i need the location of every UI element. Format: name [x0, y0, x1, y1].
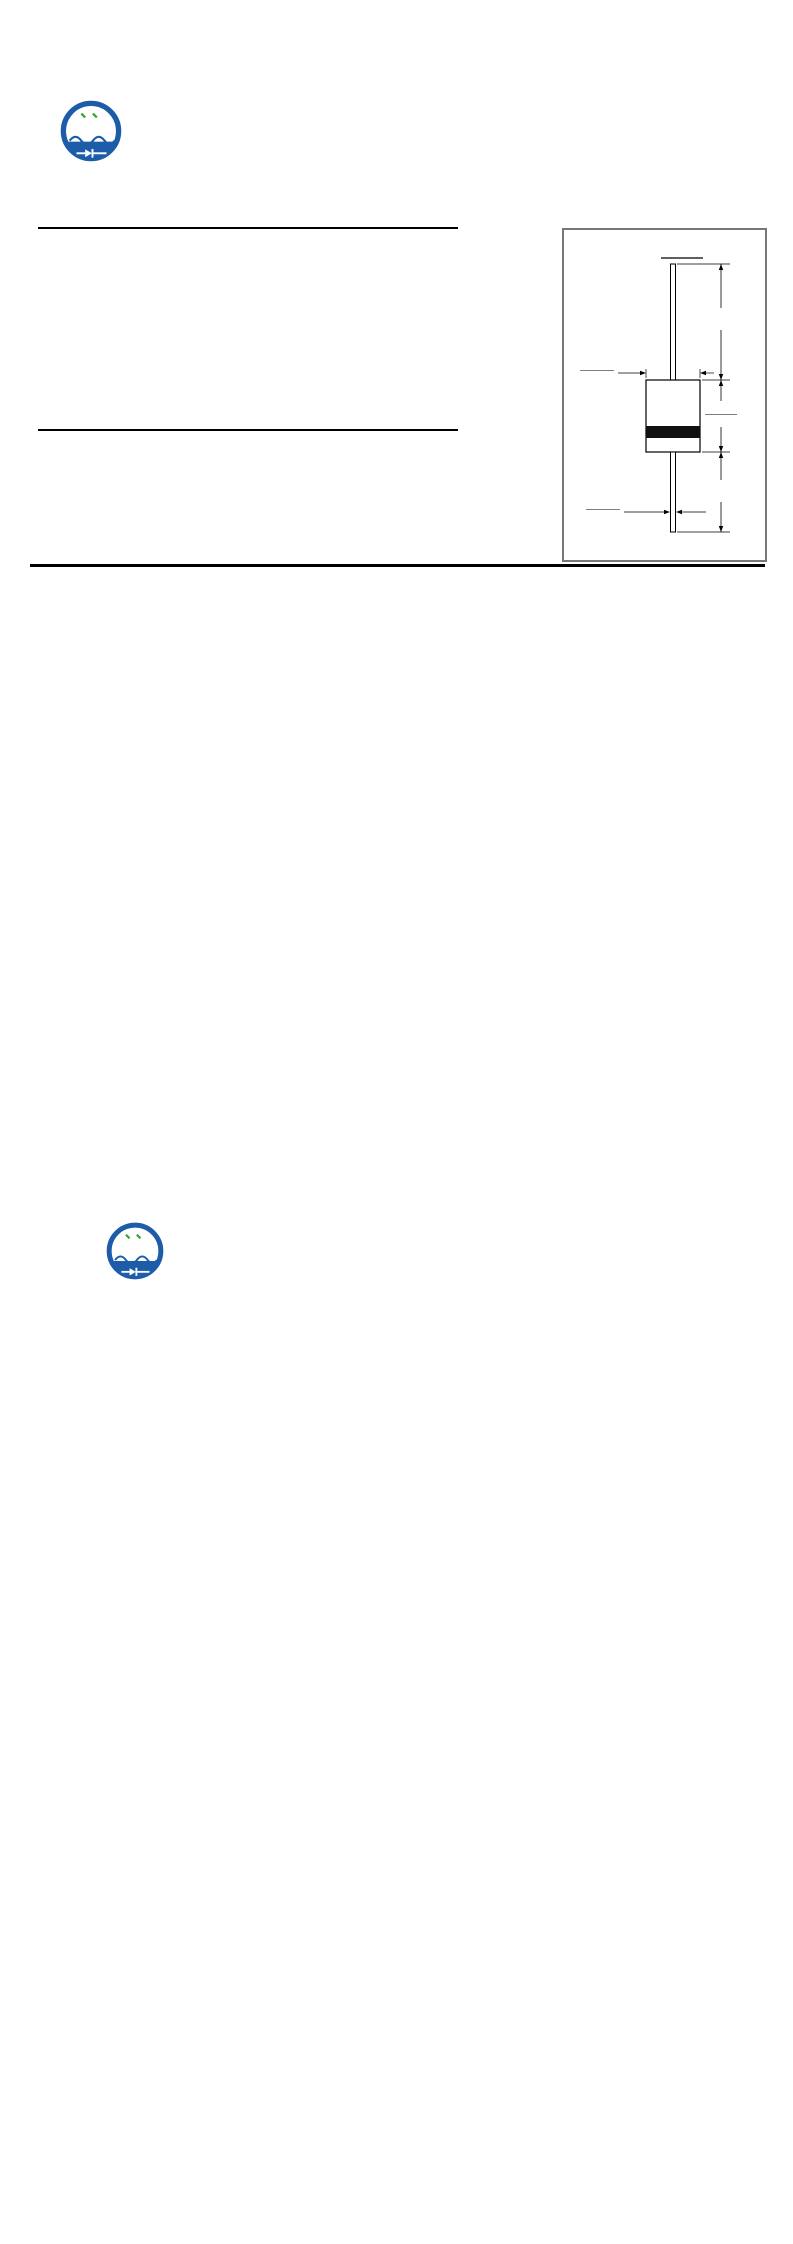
divider-thick: [30, 564, 765, 567]
company-logo: [60, 100, 126, 162]
figure-4-reverse-characteristics: [393, 1645, 693, 1800]
logo-diode-icon: [129, 1268, 136, 1276]
figure-1-forward-current-derating: [62, 1390, 362, 1545]
figure-5-junction-capacitance: [62, 1945, 362, 2100]
package-outline-box: [562, 228, 767, 562]
company-logo: [106, 1222, 168, 1280]
divider: [38, 227, 458, 229]
figure-3-instantaneous-forward-characteristics: [62, 1645, 362, 1800]
divider: [38, 429, 458, 431]
figure-2-peak-forward-surge-current: [393, 1390, 693, 1545]
logo-mark-icon: [60, 100, 122, 162]
figure-6-transient-thermal-impedance: [393, 1945, 693, 2100]
logo-diode-icon: [85, 149, 92, 158]
logo-mark-icon: [106, 1222, 164, 1280]
cathode-band: [646, 426, 700, 438]
package-drawing: [580, 257, 737, 533]
